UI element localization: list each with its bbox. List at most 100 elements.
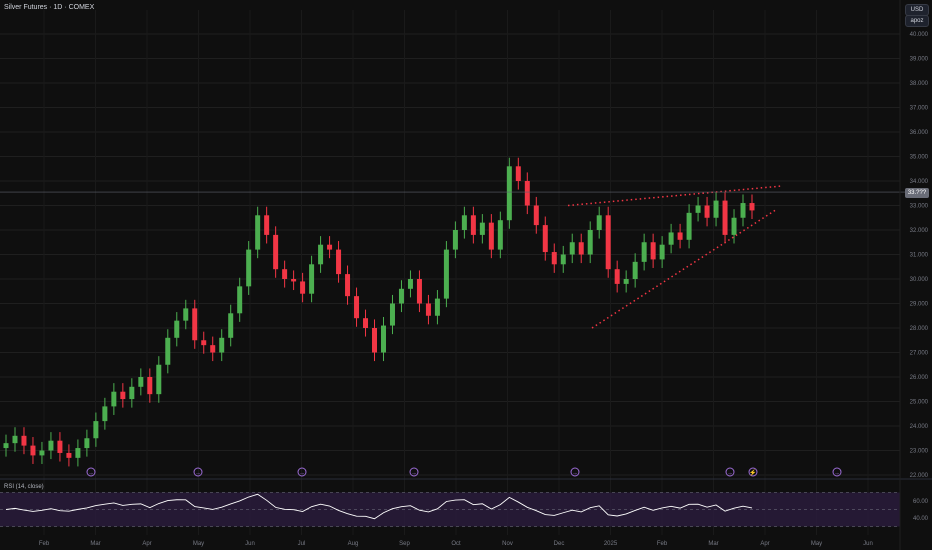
candle-body: [309, 264, 315, 294]
candle-body: [237, 286, 243, 314]
candle-body: [219, 337, 225, 353]
candle-body: [255, 215, 261, 250]
time-label: Jun: [863, 541, 873, 547]
candle-body: [372, 328, 378, 353]
candle-body: [165, 337, 171, 365]
price-label: 31.000: [910, 253, 929, 259]
price-label: 39.000: [910, 57, 929, 63]
time-label: Mar: [90, 541, 100, 547]
price-label: 30.000: [910, 277, 929, 283]
candle-body: [210, 345, 216, 353]
candle-body: [300, 281, 306, 294]
candle-body: [192, 308, 198, 341]
arrow-right-icon: →: [195, 471, 201, 477]
price-label: 25.000: [910, 400, 929, 406]
candle-body: [380, 325, 386, 353]
candle-body: [578, 242, 584, 255]
unit-badge[interactable]: apoz: [905, 15, 929, 27]
rsi-level-label: 40.00: [913, 516, 929, 522]
candle-body: [632, 261, 638, 279]
event-marker-icon[interactable]: [832, 467, 842, 477]
time-label: Mar: [708, 541, 718, 547]
time-label: Oct: [451, 541, 461, 547]
time-label: Feb: [657, 541, 668, 547]
candle-body: [506, 166, 512, 221]
candle-body: [677, 232, 683, 240]
candle-body: [434, 298, 440, 316]
candle-body: [641, 242, 647, 262]
candle-body: [614, 269, 620, 284]
time-label: May: [193, 541, 204, 547]
candle-body: [524, 181, 530, 206]
rsi-level-label: 60.00: [913, 499, 929, 505]
price-label: 36.000: [910, 130, 929, 136]
candle-body: [12, 435, 18, 444]
candle-body: [722, 200, 728, 235]
candle-body: [345, 274, 351, 297]
event-marker-icon[interactable]: [409, 467, 419, 477]
candle-body: [623, 279, 629, 284]
candle-body: [560, 254, 566, 265]
candle-body: [443, 249, 449, 299]
rsi-line: [5, 493, 753, 520]
event-marker-icon[interactable]: [193, 467, 203, 477]
candle-body: [57, 440, 63, 453]
candle-body: [273, 234, 279, 270]
candle-body: [66, 452, 72, 458]
symbol-legend[interactable]: Silver Futures · 1D · COMEX: [4, 4, 95, 11]
candle-body: [120, 391, 126, 400]
candle-body: [569, 242, 575, 255]
candle-body: [488, 222, 494, 250]
price-label: 22.000: [910, 473, 929, 479]
event-marker-icon[interactable]: [570, 467, 580, 477]
time-label: Jun: [245, 541, 255, 547]
candle-body: [111, 391, 117, 407]
candle-body: [596, 215, 602, 230]
candle-body: [93, 421, 99, 439]
candle-body: [542, 225, 548, 253]
candle-body: [129, 386, 135, 400]
event-marker-icon[interactable]: [297, 467, 307, 477]
candle-body: [183, 308, 189, 321]
time-label: Apr: [142, 541, 151, 547]
arrow-right-icon: →: [727, 471, 733, 477]
candle-body: [398, 288, 404, 304]
event-marker-icon[interactable]: [86, 467, 96, 477]
arrow-right-icon: →: [572, 471, 578, 477]
candle-body: [551, 252, 557, 265]
current-price-tag: 33.???: [905, 188, 929, 198]
price-label: 26.000: [910, 375, 929, 381]
price-label: 29.000: [910, 302, 929, 308]
candle-body: [731, 217, 737, 235]
candle-body: [363, 318, 369, 328]
time-label: Jul: [298, 541, 306, 547]
candle-body: [174, 320, 180, 338]
candle-body: [282, 269, 288, 279]
lower-trendline[interactable]: [591, 209, 776, 329]
candle-body: [515, 166, 521, 181]
time-label: Feb: [39, 541, 50, 547]
candle-body: [704, 205, 710, 218]
price-label: 33.000: [910, 204, 929, 210]
candle-body: [740, 203, 746, 218]
candle-body: [479, 222, 485, 235]
event-marker-icon[interactable]: [748, 467, 758, 477]
candle-body: [533, 205, 539, 226]
candle-body: [470, 215, 476, 235]
candle-body: [264, 215, 270, 235]
event-marker-icon[interactable]: [725, 467, 735, 477]
price-label: 32.000: [910, 228, 929, 234]
candle-body: [605, 215, 611, 270]
price-label: 27.000: [910, 351, 929, 357]
candle-body: [327, 244, 333, 250]
flash-icon: ⚡: [749, 469, 756, 477]
candle-body: [749, 203, 755, 211]
candle-body: [228, 313, 234, 338]
rsi-legend[interactable]: RSI (14, close): [4, 484, 44, 490]
price-label: 40.000: [910, 32, 929, 38]
candle-body: [30, 445, 36, 456]
time-label: Sep: [399, 541, 410, 547]
candle-body: [147, 377, 153, 395]
